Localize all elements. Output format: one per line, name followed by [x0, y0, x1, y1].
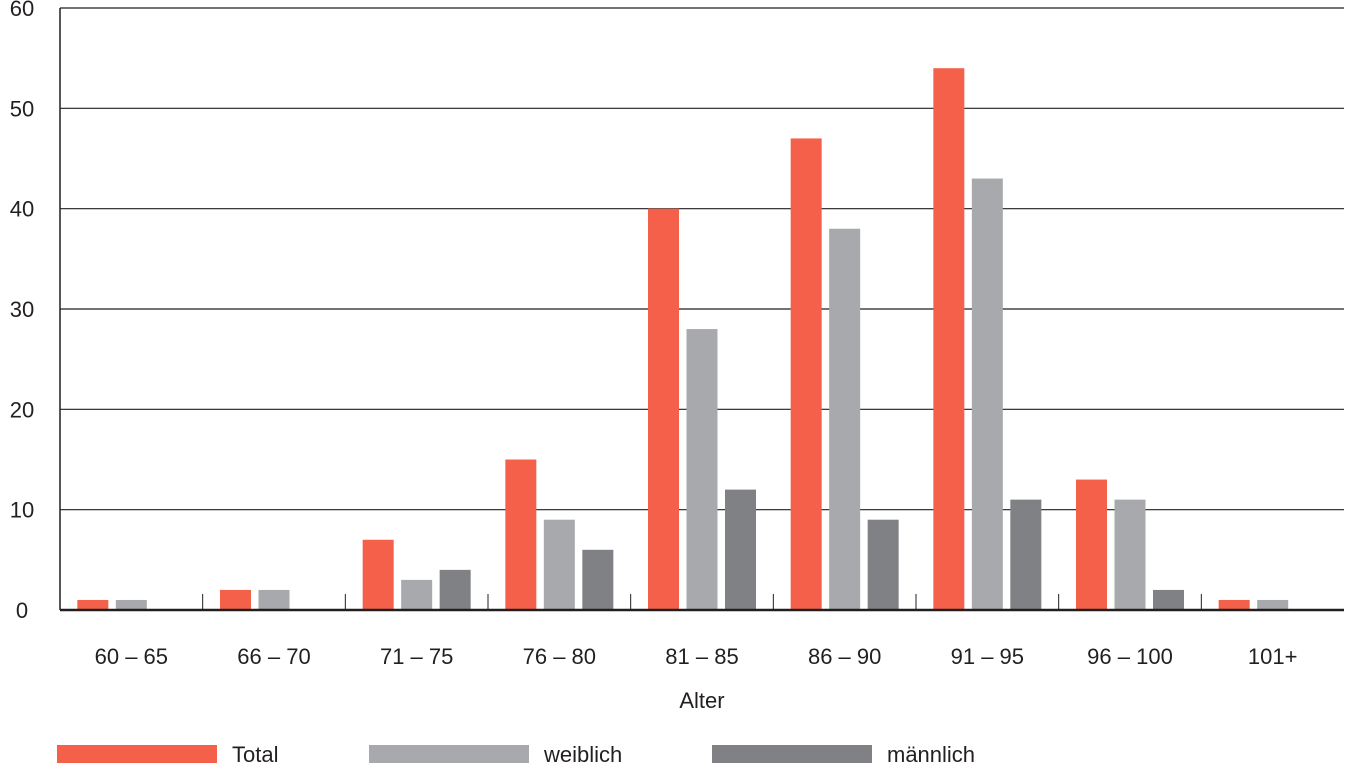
legend-label: Total — [232, 742, 278, 767]
bar — [401, 579, 433, 610]
bar — [725, 489, 756, 610]
bar — [77, 599, 109, 610]
bar — [1153, 589, 1184, 610]
legend-label: männlich — [887, 742, 975, 767]
bar — [829, 228, 861, 610]
legend: Total weiblich männlich — [57, 742, 975, 767]
y-tick-label: 50 — [10, 96, 34, 121]
y-tick-labels: 0 10 20 30 40 50 60 — [10, 0, 34, 623]
bar — [1257, 599, 1289, 610]
bar — [362, 539, 394, 610]
y-tick-label: 30 — [10, 297, 34, 322]
bar — [1218, 599, 1250, 610]
bar — [1010, 499, 1042, 610]
x-tick-label: 71 – 75 — [380, 644, 453, 669]
legend-label: weiblich — [543, 742, 622, 767]
legend-swatch — [712, 745, 872, 763]
bar — [505, 459, 537, 610]
x-tick-label: 96 – 100 — [1087, 644, 1173, 669]
bar — [543, 519, 575, 610]
bar — [1076, 479, 1107, 610]
bar — [582, 549, 614, 610]
x-axis-label: Alter — [679, 688, 724, 713]
bar — [115, 599, 147, 610]
legend-swatch — [57, 745, 217, 763]
bars — [77, 68, 1289, 611]
y-tick-label: 20 — [10, 397, 34, 422]
x-tick-labels: 60 – 65 66 – 70 71 – 75 76 – 80 81 – 85 86 – … — [95, 644, 1298, 669]
bar — [439, 569, 471, 610]
x-tick-label: 101+ — [1248, 644, 1298, 669]
bar — [867, 519, 899, 610]
axes — [59, 8, 1344, 612]
bar — [790, 138, 822, 610]
bar — [258, 589, 290, 610]
bar — [1114, 499, 1146, 610]
x-tick-label: 66 – 70 — [237, 644, 310, 669]
bar — [648, 208, 679, 610]
x-tick-label: 60 – 65 — [95, 644, 168, 669]
bar — [220, 589, 251, 610]
y-tick-label: 60 — [10, 0, 34, 21]
y-tick-label: 10 — [10, 498, 34, 523]
bar — [933, 68, 965, 610]
x-tick-label: 76 – 80 — [523, 644, 596, 669]
bar — [971, 178, 1003, 611]
x-tick-label: 86 – 90 — [808, 644, 881, 669]
y-tick-label: 0 — [16, 598, 28, 623]
bar — [686, 329, 718, 610]
x-tick-label: 91 – 95 — [951, 644, 1024, 669]
legend-swatch — [369, 745, 529, 763]
x-tick-label: 81 – 85 — [665, 644, 738, 669]
y-tick-label: 40 — [10, 197, 34, 222]
